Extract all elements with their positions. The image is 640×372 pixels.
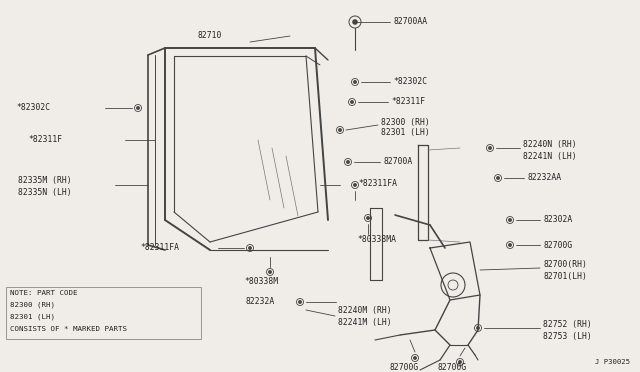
- Text: 82241N (LH): 82241N (LH): [523, 153, 577, 161]
- Circle shape: [354, 184, 356, 186]
- Text: 82240M (RH): 82240M (RH): [338, 305, 392, 314]
- Text: *82311F: *82311F: [391, 97, 425, 106]
- Circle shape: [354, 81, 356, 83]
- Circle shape: [509, 244, 511, 246]
- Text: 82300 (RH): 82300 (RH): [10, 302, 55, 308]
- Text: *82302C: *82302C: [16, 103, 50, 112]
- Circle shape: [347, 161, 349, 163]
- Text: NOTE: PART CODE: NOTE: PART CODE: [10, 290, 77, 296]
- Text: 82301 (LH): 82301 (LH): [381, 128, 429, 138]
- Text: CONSISTS OF * MARKED PARTS: CONSISTS OF * MARKED PARTS: [10, 326, 127, 332]
- Text: 82700AA: 82700AA: [393, 17, 427, 26]
- Circle shape: [509, 219, 511, 221]
- Circle shape: [497, 177, 499, 179]
- Circle shape: [477, 327, 479, 329]
- Circle shape: [269, 271, 271, 273]
- Text: *82302C: *82302C: [393, 77, 427, 87]
- Circle shape: [249, 247, 252, 249]
- Text: 82752 (RH): 82752 (RH): [543, 321, 592, 330]
- Text: *80338M: *80338M: [244, 278, 278, 286]
- Text: *82311FA: *82311FA: [140, 244, 179, 253]
- Circle shape: [351, 101, 353, 103]
- Text: 82700(RH): 82700(RH): [543, 260, 587, 269]
- Circle shape: [339, 129, 341, 131]
- Circle shape: [299, 301, 301, 303]
- Text: J P30025: J P30025: [595, 359, 630, 365]
- Text: 82700G: 82700G: [543, 241, 572, 250]
- Text: 82241M (LH): 82241M (LH): [338, 317, 392, 327]
- Circle shape: [353, 20, 357, 24]
- Text: *82311FA: *82311FA: [358, 179, 397, 187]
- Text: 82710: 82710: [198, 32, 222, 41]
- Circle shape: [137, 107, 140, 109]
- Text: 82335N (LH): 82335N (LH): [18, 187, 72, 196]
- Circle shape: [414, 357, 416, 359]
- Text: 82701(LH): 82701(LH): [543, 273, 587, 282]
- Text: 82232AA: 82232AA: [527, 173, 561, 183]
- Text: 82302A: 82302A: [543, 215, 572, 224]
- Text: 82301 (LH): 82301 (LH): [10, 314, 55, 321]
- Text: 82240N (RH): 82240N (RH): [523, 141, 577, 150]
- Circle shape: [489, 147, 492, 149]
- Circle shape: [459, 361, 461, 363]
- Text: *82311F: *82311F: [28, 135, 62, 144]
- Text: 82700G: 82700G: [438, 363, 467, 372]
- Text: 82753 (LH): 82753 (LH): [543, 333, 592, 341]
- Circle shape: [367, 217, 369, 219]
- Text: 82700G: 82700G: [390, 363, 419, 372]
- Text: 82700A: 82700A: [383, 157, 412, 167]
- Text: 82335M (RH): 82335M (RH): [18, 176, 72, 186]
- Text: 82232A: 82232A: [245, 298, 275, 307]
- Text: 82300 (RH): 82300 (RH): [381, 118, 429, 126]
- Text: *80338MA: *80338MA: [357, 235, 396, 244]
